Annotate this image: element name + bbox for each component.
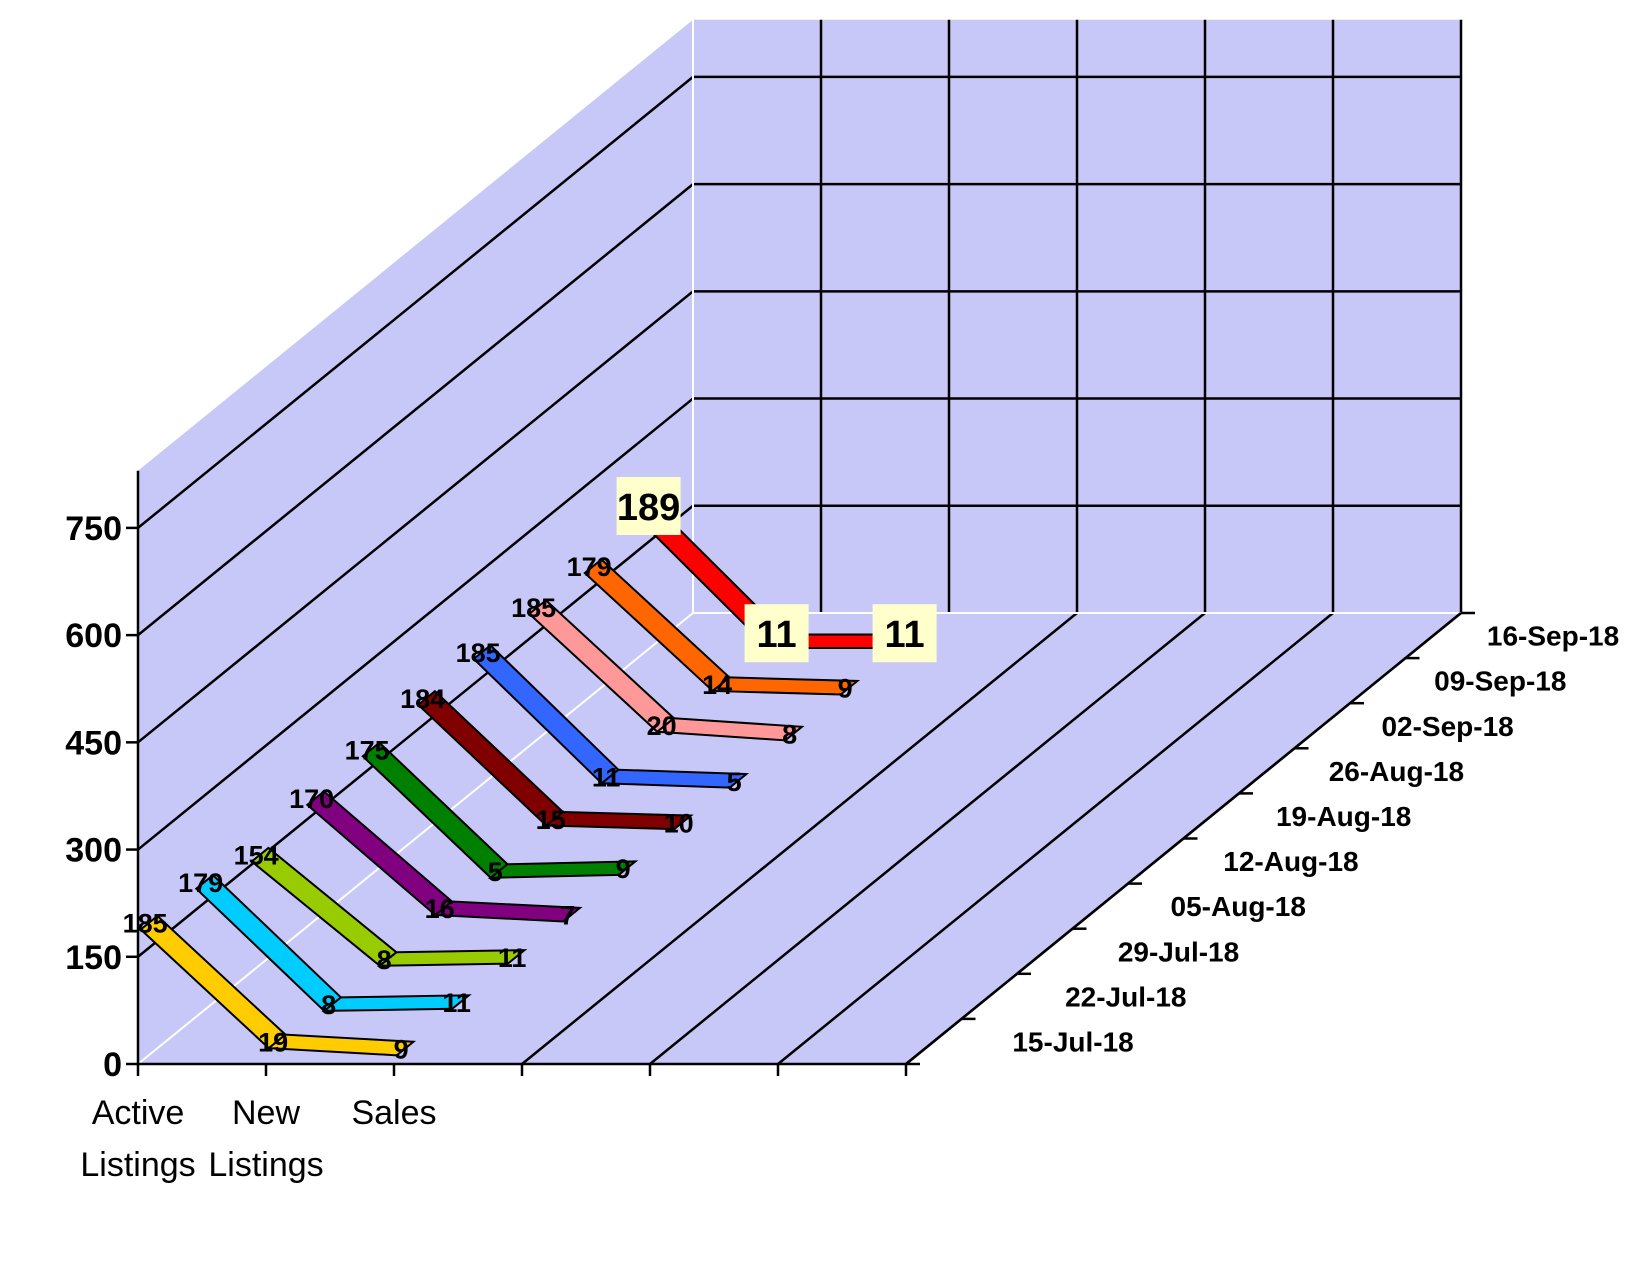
ribbon-segment (599, 768, 750, 789)
category-label: Active (92, 1094, 185, 1132)
ribbon-segment (710, 676, 861, 696)
data-label: 5 (488, 857, 503, 887)
data-label: 5 (727, 767, 742, 797)
data-label: 11 (498, 943, 527, 973)
series-label: 26-Aug-18 (1329, 756, 1464, 787)
data-label: 9 (838, 674, 853, 704)
chart-axes: 0 150 300 450 600 750 Active Listings New Listing… (65, 470, 1619, 1184)
y-tick-label: 750 (65, 510, 122, 548)
y-tick-label: 450 (65, 724, 122, 762)
data-label: 154 (234, 841, 279, 871)
series-label: 16-Sep-18 (1487, 621, 1619, 652)
series-ribbon (416, 689, 694, 831)
ribbon-segment (376, 949, 528, 967)
ribbon-segment (487, 860, 639, 879)
data-label: 9 (616, 854, 631, 884)
y-tick-label: 150 (65, 939, 122, 977)
data-label: 11 (592, 763, 621, 793)
series-ribbon (583, 558, 861, 696)
data-label: 11 (442, 988, 471, 1018)
data-label: 11 (757, 614, 797, 656)
data-label: 7 (560, 901, 575, 931)
category-label: Sales (351, 1094, 436, 1132)
category-label: Listings (80, 1146, 195, 1184)
series-ribbon (527, 598, 805, 742)
ribbon-segment (543, 810, 694, 831)
series-ribbon (472, 644, 750, 789)
y-tick-label: 600 (65, 617, 122, 655)
side-gridline (137, 397, 694, 851)
highlight-label-box (616, 476, 681, 535)
side-gridline (137, 183, 694, 637)
data-label: 8 (782, 720, 797, 750)
data-label: 189 (617, 487, 680, 529)
data-label: 19 (258, 1027, 288, 1057)
highlight-label-box (744, 604, 809, 663)
data-label: 170 (289, 784, 334, 814)
data-label: 184 (400, 684, 445, 714)
floor-gridline (521, 612, 1078, 1065)
ribbon-segment (321, 994, 472, 1012)
category-label: New (232, 1094, 300, 1132)
data-label: 175 (345, 735, 390, 765)
floor-gridline (777, 612, 1334, 1065)
series-label: 09-Sep-18 (1434, 666, 1566, 697)
series-label: 19-Aug-18 (1276, 801, 1411, 832)
side-gridline (137, 290, 694, 744)
data-label: 14 (702, 670, 732, 700)
series-ribbon (361, 741, 639, 880)
side-gridline (137, 75, 694, 529)
series-ribbon (139, 914, 417, 1057)
data-label: 185 (456, 638, 501, 668)
data-label: 179 (567, 552, 612, 582)
category-label: Listings (208, 1146, 323, 1184)
series-label: 05-Aug-18 (1171, 891, 1306, 922)
data-label: 11 (885, 614, 925, 656)
data-label: 16 (425, 894, 455, 924)
data-label: 185 (123, 909, 168, 939)
ribbon-segment (654, 717, 805, 742)
floor-gridline (649, 612, 1206, 1065)
data-label: 20 (647, 711, 677, 741)
ribbon-segment (432, 900, 583, 923)
ribbon-segment (266, 1033, 417, 1057)
data-label: 15 (536, 805, 566, 835)
series-label: 29-Jul-18 (1118, 936, 1239, 967)
data-label: 179 (178, 868, 223, 898)
data-label: 9 (394, 1035, 409, 1065)
y-tick-label: 0 (103, 1046, 122, 1084)
series-label: 22-Jul-18 (1065, 981, 1186, 1012)
y-tick-label: 300 (65, 832, 122, 870)
data-label: 10 (664, 808, 694, 838)
series-ribbon (250, 846, 528, 968)
series-ribbon (305, 790, 583, 923)
data-label: 8 (321, 990, 336, 1020)
highlight-label-box (872, 604, 937, 663)
series-label: 12-Aug-18 (1223, 846, 1358, 877)
data-label: 8 (377, 945, 392, 975)
series-ribbon (194, 873, 472, 1013)
series-label: 02-Sep-18 (1381, 711, 1513, 742)
series-label: 15-Jul-18 (1012, 1026, 1133, 1057)
chart-side-wall (138, 19, 693, 1065)
chart-data-labels: 185 19 9 179 8 11 154 8 11 170 16 7 175 5 9 184 15 10 185 1… (123, 476, 937, 1065)
data-label: 185 (511, 593, 556, 623)
